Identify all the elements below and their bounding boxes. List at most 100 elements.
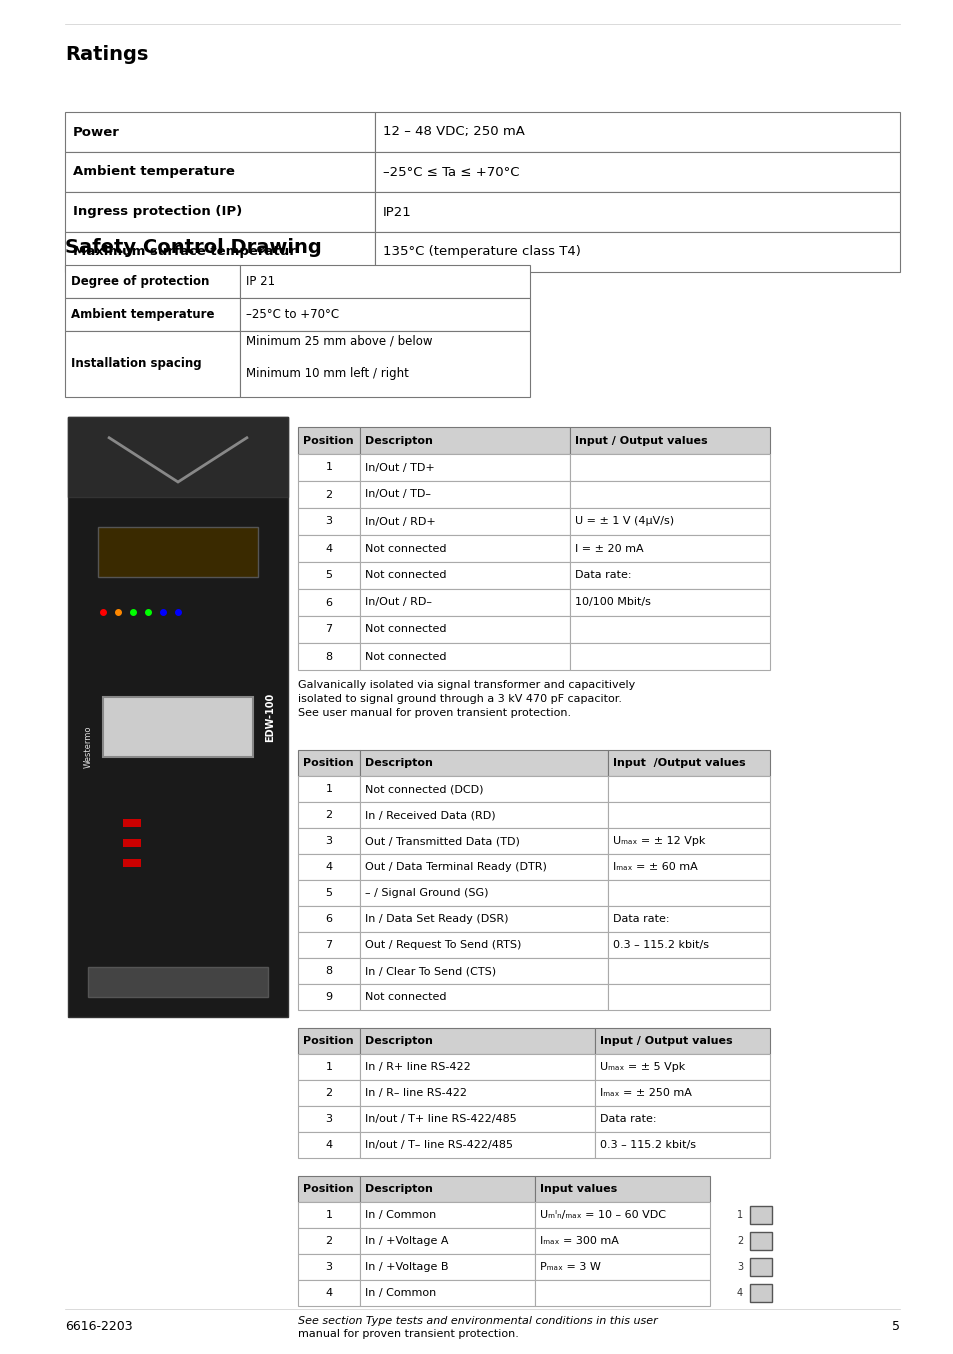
Text: Descripton: Descripton [365, 758, 433, 768]
Bar [359, 880, 607, 906]
Bar [359, 1254, 535, 1280]
Bar [65, 232, 375, 272]
Bar [297, 1280, 359, 1307]
Bar [240, 330, 530, 397]
Text: 8: 8 [325, 965, 333, 976]
Text: In/out / T– line RS-422/485: In/out / T– line RS-422/485 [365, 1140, 513, 1150]
Text: Safety Control Drawing: Safety Control Drawing [65, 238, 321, 257]
Bar [297, 562, 359, 589]
Bar [359, 454, 569, 481]
Bar [569, 589, 769, 616]
Bar [297, 643, 359, 670]
Text: Ratings: Ratings [65, 45, 149, 64]
Text: In / Received Data (RD): In / Received Data (RD) [365, 810, 496, 821]
Bar [375, 112, 899, 152]
Bar [297, 481, 359, 508]
Text: –25°C ≤ Ta ≤ +70°C: –25°C ≤ Ta ≤ +70°C [382, 165, 519, 179]
Text: Ambient temperature: Ambient temperature [73, 165, 234, 179]
Bar [359, 508, 569, 535]
Text: 3: 3 [325, 835, 333, 846]
Bar [68, 417, 288, 497]
Text: Degree of protection: Degree of protection [71, 275, 209, 288]
Text: In / Clear To Send (CTS): In / Clear To Send (CTS) [365, 965, 496, 976]
Bar [98, 527, 257, 577]
Text: EDW-100: EDW-100 [265, 692, 274, 742]
Text: In/Out / TD+: In/Out / TD+ [365, 463, 435, 473]
Bar [569, 508, 769, 535]
Text: Position: Position [303, 1036, 354, 1047]
Text: In/Out / TD–: In/Out / TD– [365, 490, 431, 500]
Text: Not connected: Not connected [365, 624, 446, 635]
Text: 9: 9 [325, 992, 333, 1002]
Bar [65, 152, 375, 192]
Text: Position: Position [303, 758, 354, 768]
Bar [359, 959, 607, 984]
Bar [375, 192, 899, 232]
Bar [68, 417, 288, 1017]
Bar [595, 1132, 769, 1158]
Text: Not connected (DCD): Not connected (DCD) [365, 784, 483, 793]
Text: Position: Position [303, 436, 354, 445]
Bar [297, 776, 359, 802]
Text: 1: 1 [325, 784, 333, 793]
Bar [65, 112, 375, 152]
Text: 3: 3 [736, 1262, 742, 1271]
Bar [359, 750, 607, 776]
Text: Data rate:: Data rate: [613, 914, 669, 923]
Bar [607, 854, 769, 880]
Bar [607, 959, 769, 984]
Text: Ambient temperature: Ambient temperature [71, 307, 214, 321]
Text: 5: 5 [325, 888, 333, 898]
Bar [123, 839, 141, 848]
Text: In/out / T+ line RS-422/485: In/out / T+ line RS-422/485 [365, 1114, 517, 1124]
Bar [240, 298, 530, 330]
Text: Iₘₐₓ = 300 mA: Iₘₐₓ = 300 mA [539, 1236, 618, 1246]
Text: Minimum 10 mm left / right: Minimum 10 mm left / right [246, 367, 409, 380]
Bar [749, 1284, 771, 1303]
Text: I = ± 20 mA: I = ± 20 mA [575, 543, 643, 554]
Bar [359, 932, 607, 959]
Text: In / R– line RS-422: In / R– line RS-422 [365, 1089, 467, 1098]
Bar [569, 562, 769, 589]
Text: In / +Voltage A: In / +Voltage A [365, 1236, 448, 1246]
Bar [297, 454, 359, 481]
Bar [123, 819, 141, 827]
Text: See section Type tests and environmental conditions in this user: See section Type tests and environmental… [297, 1316, 657, 1326]
Text: 2: 2 [325, 1236, 333, 1246]
Text: See user manual for proven transient protection.: See user manual for proven transient pro… [297, 708, 571, 718]
Bar [359, 616, 569, 643]
Bar [569, 481, 769, 508]
Bar [359, 1132, 595, 1158]
Text: – / Signal Ground (SG): – / Signal Ground (SG) [365, 888, 488, 898]
Text: Descripton: Descripton [365, 1183, 433, 1194]
Text: Not connected: Not connected [365, 992, 446, 1002]
Bar [297, 535, 359, 562]
Bar [569, 535, 769, 562]
Bar [297, 802, 359, 829]
Text: Input / Output values: Input / Output values [599, 1036, 732, 1047]
Bar [359, 589, 569, 616]
Bar [535, 1202, 709, 1228]
Bar [359, 1177, 535, 1202]
Bar [607, 829, 769, 854]
Bar [297, 589, 359, 616]
Text: Pₘₐₓ = 3 W: Pₘₐₓ = 3 W [539, 1262, 600, 1271]
Bar [297, 1228, 359, 1254]
Bar [607, 984, 769, 1010]
Text: Galvanically isolated via signal transformer and capacitively: Galvanically isolated via signal transfo… [297, 680, 635, 691]
Text: 5: 5 [325, 570, 333, 581]
Text: Not connected: Not connected [365, 543, 446, 554]
Bar [359, 984, 607, 1010]
Text: Out / Transmitted Data (TD): Out / Transmitted Data (TD) [365, 835, 519, 846]
Text: 2: 2 [736, 1236, 742, 1246]
Bar [297, 1106, 359, 1132]
Text: Iₘₐₓ = ± 60 mA: Iₘₐₓ = ± 60 mA [613, 862, 697, 872]
Text: 1: 1 [325, 1062, 333, 1072]
Text: In/Out / RD–: In/Out / RD– [365, 597, 432, 608]
Text: 2: 2 [325, 490, 333, 500]
Bar [359, 854, 607, 880]
Text: 4: 4 [736, 1288, 742, 1298]
Bar [607, 776, 769, 802]
Text: Out / Data Terminal Ready (DTR): Out / Data Terminal Ready (DTR) [365, 862, 546, 872]
Text: 3: 3 [325, 1262, 333, 1271]
